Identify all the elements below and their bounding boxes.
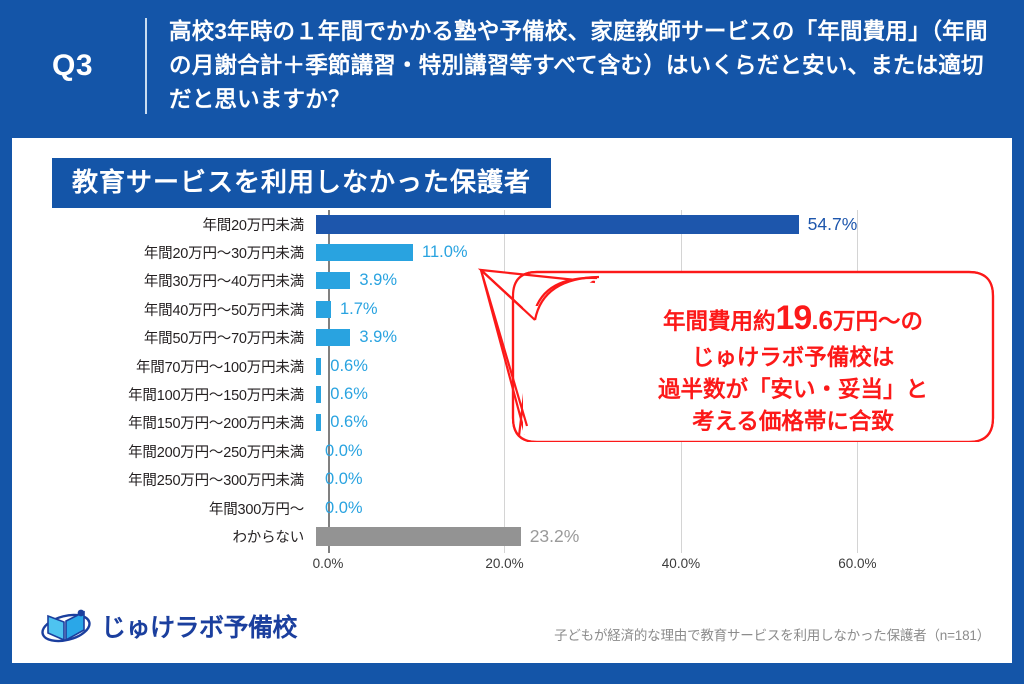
callout-line-4: 考える価格帯に合致 bbox=[692, 409, 894, 435]
bar-container: 0.6% bbox=[316, 409, 1012, 437]
chart-row: 年間300万円〜 0.0% bbox=[12, 494, 1012, 522]
bar-container: 0.6% bbox=[316, 380, 1012, 408]
callout-line-1: 年間費用約19.6万円〜の bbox=[589, 294, 997, 342]
callout-shape bbox=[477, 268, 995, 442]
brand-logo-text: じゅけラボ予備校 bbox=[101, 614, 298, 642]
brand-logo: じゅけラボ予備校 bbox=[40, 606, 298, 646]
bar bbox=[316, 357, 322, 375]
chart-row: 年間50万円〜70万円未満 3.9% bbox=[12, 324, 1012, 352]
bar-value-label: 1.7% bbox=[340, 299, 378, 318]
bar-value-label: 23.2% bbox=[529, 525, 580, 546]
bar-container: 3.9% bbox=[316, 267, 1012, 295]
chart-title-banner: 教育サービスを利用しなかった保護者 bbox=[52, 158, 552, 208]
category-label: 年間200万円〜250万円未満 bbox=[128, 444, 304, 461]
question-number-badge: Q3 bbox=[51, 49, 94, 82]
bar bbox=[316, 272, 351, 290]
category-label: 年間40万円〜50万円未満 bbox=[143, 302, 304, 319]
chart-row: わからない 23.2% bbox=[12, 522, 1012, 550]
bar-container: 1.7% bbox=[316, 295, 1012, 323]
bar-container: 54.7% bbox=[316, 210, 1012, 238]
chart-row: 年間100万円〜150万円未満 0.6% bbox=[12, 380, 1012, 408]
bar-value-label: 11.0% bbox=[422, 243, 468, 262]
category-label: 年間250万円〜300万円未満 bbox=[128, 473, 304, 490]
callout-line-3: 過半数が「安い・妥当」と bbox=[657, 377, 928, 403]
bar-value-label: 0.6% bbox=[330, 356, 368, 375]
bar-value-label: 0.6% bbox=[330, 385, 368, 404]
chart-row: 年間30万円〜40万円未満 3.9% bbox=[12, 267, 1012, 295]
x-tick-label: 0.0% bbox=[312, 556, 344, 571]
category-label: 年間100万円〜150万円未満 bbox=[128, 388, 304, 405]
bar-value-label: 0.0% bbox=[325, 498, 363, 517]
jukelabo-book-icon bbox=[41, 609, 91, 643]
x-axis-ticks: 0.0% 20.0% 40.0% 60.0% bbox=[313, 556, 948, 578]
question-text: 高校3年時の１年間でかかる塾や予備校、家庭教師サービスの「年間費用」（年間の月謝… bbox=[169, 18, 988, 113]
category-label: 年間150万円〜200万円未満 bbox=[128, 416, 304, 433]
bar bbox=[316, 214, 799, 234]
x-tick-label: 60.0% bbox=[838, 556, 877, 571]
header-divider bbox=[145, 18, 147, 114]
callout-big-number: 19 bbox=[775, 299, 812, 337]
bar-value-label: 0.0% bbox=[325, 441, 363, 460]
callout-suffix: 万円〜の bbox=[833, 309, 924, 334]
chart-row: 年間150万円〜200万円未満 0.6% bbox=[12, 409, 1012, 437]
bar bbox=[316, 526, 521, 546]
chart-row: 年間200万円〜250万円未満 0.0% bbox=[12, 437, 1012, 465]
bar-value-label: 0.0% bbox=[325, 470, 363, 489]
page-header: Q3 高校3年時の１年間でかかる塾や予備校、家庭教師サービスの「年間費用」（年間… bbox=[0, 0, 1024, 132]
chart-row: 年間20万円〜30万円未満 11.0% bbox=[12, 238, 1012, 266]
chart-rows: 年間20万円未満 54.7% 年間20万円〜30万円未満 11.0% 年間30万円〜40… bbox=[12, 210, 1012, 551]
callout-line-2: じゅけラボ予備校は bbox=[691, 345, 895, 371]
x-tick-label: 20.0% bbox=[485, 556, 524, 571]
bar bbox=[316, 329, 351, 347]
callout-decimal: .6 bbox=[811, 305, 833, 335]
chart-row: 年間20万円未満 54.7% bbox=[12, 210, 1012, 238]
bar-container: 0.0% bbox=[316, 494, 1012, 522]
category-label: わからない bbox=[232, 529, 305, 546]
bar bbox=[316, 414, 322, 432]
bar-container: 3.9% bbox=[316, 324, 1012, 352]
bar bbox=[316, 300, 331, 318]
bar-value-label: 54.7% bbox=[807, 213, 858, 234]
bar-value-label: 3.9% bbox=[359, 271, 398, 290]
bar-value-label: 3.9% bbox=[359, 328, 398, 347]
category-label: 年間50万円〜70万円未満 bbox=[143, 331, 304, 348]
category-label: 年間30万円〜40万円未満 bbox=[143, 274, 304, 291]
category-label: 年間20万円未満 bbox=[202, 217, 304, 234]
callout-text: 年間費用約19.6万円〜の じゅけラボ予備校は 過半数が「安い・妥当」と 考える… bbox=[589, 294, 997, 438]
bar-value-label: 0.6% bbox=[330, 413, 368, 432]
bar-container: 11.0% bbox=[316, 238, 1012, 266]
chart-row: 年間70万円〜100万円未満 0.6% bbox=[12, 352, 1012, 380]
bar-chart: 年間20万円未満 54.7% 年間20万円〜30万円未満 11.0% 年間30万円〜40… bbox=[12, 210, 1012, 590]
bar bbox=[316, 386, 322, 404]
callout-bubble: 年間費用約19.6万円〜の じゅけラボ予備校は 過半数が「安い・妥当」と 考える… bbox=[477, 266, 1005, 442]
bar-container: 0.6% bbox=[316, 352, 1012, 380]
bar-container: 0.0% bbox=[316, 466, 1012, 494]
callout-prefix: 年間費用約 bbox=[662, 309, 776, 334]
chart-row: 年間40万円〜50万円未満 1.7% bbox=[12, 295, 1012, 323]
x-tick-label: 40.0% bbox=[661, 556, 701, 571]
category-label: 年間70万円〜100万円未満 bbox=[135, 359, 304, 376]
category-label: 年間20万円〜30万円未満 bbox=[143, 246, 304, 263]
content-card: 教育サービスを利用しなかった保護者 年間20万円未満 54.7% 年間20万円〜30… bbox=[12, 138, 1012, 663]
bar-container: 0.0% bbox=[316, 437, 1012, 465]
chart-footnote: 子どもが経済的な理由で教育サービスを利用しなかった保護者（n=181） bbox=[554, 628, 990, 643]
chart-row: 年間250万円〜300万円未満 0.0% bbox=[12, 466, 1012, 494]
bar bbox=[316, 244, 414, 262]
bar-container: 23.2% bbox=[316, 522, 1012, 550]
category-label: 年間300万円〜 bbox=[208, 501, 304, 518]
